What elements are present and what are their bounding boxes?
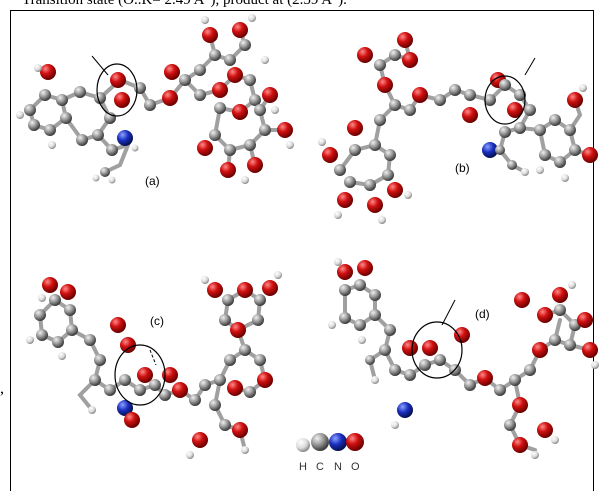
legend-label-c: C xyxy=(316,461,324,473)
legend-label-o: O xyxy=(351,461,360,473)
legend-label-n: N xyxy=(334,461,342,473)
panel-label-c: (c) xyxy=(150,314,164,328)
panel-label-a: (a) xyxy=(145,174,160,188)
side-mark: , xyxy=(0,380,4,397)
legend-swatch-n xyxy=(329,433,347,451)
legend-label-h: H xyxy=(299,461,307,473)
panel-a-molecule: (a) xyxy=(16,14,294,188)
panel-label-b: (b) xyxy=(455,161,470,175)
panel-b-molecule: (b) xyxy=(318,32,598,224)
panel-label-d: (d) xyxy=(475,307,490,321)
legend-swatch-h xyxy=(296,438,310,452)
panel-c-molecule: (c) xyxy=(26,271,282,459)
legend-swatch-c xyxy=(311,433,329,451)
figure-caption: Transition state (O..K= 2.49 A°), produc… xyxy=(22,0,347,8)
figure-frame xyxy=(10,10,594,491)
legend-swatch-o xyxy=(346,433,364,451)
panel-d-molecule: (d) xyxy=(328,258,599,459)
atom-legend: H C N O xyxy=(296,433,364,473)
